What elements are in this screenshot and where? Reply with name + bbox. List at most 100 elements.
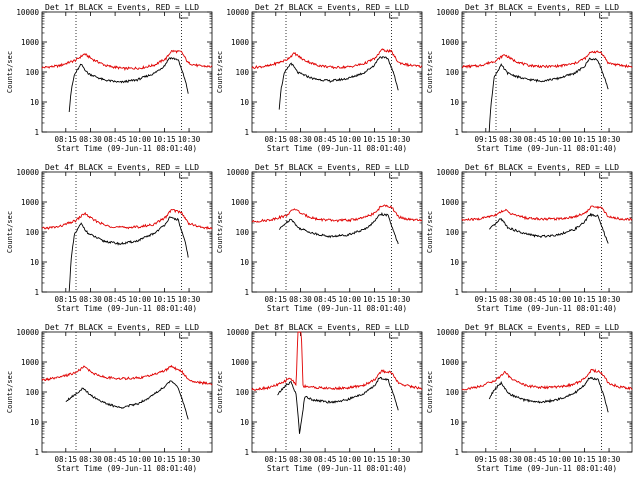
y-tick-label: 1000 bbox=[441, 38, 460, 47]
x-tick-label: 10:15 bbox=[573, 455, 596, 464]
x-tick-label: 10:00 bbox=[338, 455, 361, 464]
y-tick-label: 100 bbox=[25, 228, 39, 237]
y-tick-label: 100 bbox=[25, 388, 39, 397]
lld-series-line bbox=[251, 48, 423, 70]
y-tick-label: 10 bbox=[240, 98, 250, 107]
corner-marker bbox=[599, 333, 609, 339]
corner-marker bbox=[389, 13, 399, 19]
y-axis-label: Counts/sec bbox=[216, 371, 224, 413]
x-tick-label: 08:30 bbox=[289, 295, 312, 304]
x-tick-label: 08:30 bbox=[289, 455, 312, 464]
x-tick-label: 08:45 bbox=[104, 295, 127, 304]
lld-series-line bbox=[461, 205, 633, 222]
chart-panel-5: Det 5f BLACK = Events, RED = LLD 1 10 100 10… bbox=[216, 163, 423, 313]
chart-panel-9: Det 9f BLACK = Events, RED = LLD 1 10 100 10… bbox=[426, 323, 633, 473]
y-tick-label: 100 bbox=[235, 388, 249, 397]
x-tick-label: 08:30 bbox=[289, 135, 312, 144]
x-tick-label: 09:15 bbox=[475, 295, 498, 304]
y-tick-label: 100 bbox=[235, 228, 249, 237]
x-tick-label: 08:30 bbox=[79, 295, 102, 304]
x-tick-label: 10:30 bbox=[598, 135, 621, 144]
y-tick-label: 10000 bbox=[16, 168, 39, 177]
y-axis-label: Counts/sec bbox=[6, 211, 14, 253]
chart-panel-8: Det 8f BLACK = Events, RED = LLD 1 10 100 10… bbox=[216, 323, 423, 473]
x-tick-label: 08:30 bbox=[499, 135, 522, 144]
corner-marker bbox=[179, 333, 189, 339]
x-tick-label: 10:30 bbox=[178, 455, 201, 464]
x-tick-label: 10:00 bbox=[338, 135, 361, 144]
x-tick-label: 09:15 bbox=[475, 455, 498, 464]
y-tick-label: 1 bbox=[244, 128, 249, 137]
panel-title: Det 6f BLACK = Events, RED = LLD bbox=[465, 163, 619, 172]
events-series-line bbox=[65, 380, 189, 420]
chart-panel-2: Det 2f BLACK = Events, RED = LLD 1 10 100 10… bbox=[216, 3, 423, 153]
x-axis-label: Start Time (09-Jun-11 08:01:40) bbox=[267, 304, 407, 313]
chart-panel-6: Det 6f BLACK = Events, RED = LLD 1 10 100 10… bbox=[426, 163, 633, 313]
lld-series-line bbox=[41, 364, 213, 386]
y-tick-label: 1 bbox=[34, 448, 39, 457]
x-tick-label: 10:30 bbox=[388, 295, 411, 304]
x-tick-label: 10:30 bbox=[388, 455, 411, 464]
y-tick-label: 1000 bbox=[441, 358, 460, 367]
x-tick-label: 09:15 bbox=[475, 135, 498, 144]
plot-frame bbox=[461, 171, 633, 293]
y-tick-label: 1000 bbox=[441, 198, 460, 207]
x-tick-label: 10:00 bbox=[338, 295, 361, 304]
x-tick-label: 08:45 bbox=[524, 295, 547, 304]
corner-marker bbox=[389, 173, 399, 179]
y-tick-label: 10000 bbox=[436, 8, 459, 17]
x-tick-label: 08:30 bbox=[499, 295, 522, 304]
corner-marker bbox=[599, 13, 609, 19]
panel-title: Det 9f BLACK = Events, RED = LLD bbox=[465, 323, 619, 332]
events-series-line bbox=[277, 376, 399, 434]
lld-series-line bbox=[41, 208, 213, 230]
panel-title: Det 2f BLACK = Events, RED = LLD bbox=[255, 3, 409, 12]
y-tick-label: 1 bbox=[244, 288, 249, 297]
lld-series-line bbox=[462, 50, 633, 69]
x-tick-label: 10:15 bbox=[153, 455, 176, 464]
panel-title: Det 1f BLACK = Events, RED = LLD bbox=[45, 3, 199, 12]
y-tick-label: 10000 bbox=[436, 168, 459, 177]
y-axis-label: Counts/sec bbox=[6, 51, 14, 93]
events-series-line bbox=[278, 56, 399, 110]
y-tick-label: 100 bbox=[445, 388, 459, 397]
chart-panel-1: Det 1f BLACK = Events, RED = LLD 1 10 100 10… bbox=[6, 3, 213, 153]
plot-frame bbox=[251, 171, 423, 293]
y-axis-label: Counts/sec bbox=[426, 51, 434, 93]
y-tick-label: 1 bbox=[34, 128, 39, 137]
panel-title: Det 8f BLACK = Events, RED = LLD bbox=[255, 323, 409, 332]
y-tick-label: 10 bbox=[30, 418, 40, 427]
y-tick-label: 10 bbox=[30, 258, 40, 267]
x-tick-label: 08:45 bbox=[314, 295, 337, 304]
y-axis-label: Counts/sec bbox=[426, 371, 434, 413]
y-tick-label: 100 bbox=[445, 68, 459, 77]
x-tick-label: 08:30 bbox=[79, 135, 102, 144]
y-tick-label: 1000 bbox=[231, 38, 250, 47]
x-axis-label: Start Time (09-Jun-11 08:01:40) bbox=[477, 304, 617, 313]
y-axis-label: Counts/sec bbox=[216, 211, 224, 253]
events-series-line bbox=[488, 212, 609, 244]
x-axis-label: Start Time (09-Jun-11 08:01:40) bbox=[57, 304, 197, 313]
x-tick-label: 08:45 bbox=[314, 455, 337, 464]
chart-panel-7: Det 7f BLACK = Events, RED = LLD 1 10 100 10… bbox=[6, 323, 213, 473]
x-tick-label: 10:15 bbox=[363, 295, 386, 304]
y-tick-label: 10000 bbox=[436, 328, 459, 337]
y-tick-label: 10 bbox=[240, 258, 250, 267]
y-tick-label: 100 bbox=[235, 68, 249, 77]
y-tick-label: 10000 bbox=[16, 8, 39, 17]
y-tick-label: 1000 bbox=[21, 358, 40, 367]
y-axis-label: Counts/sec bbox=[216, 51, 224, 93]
x-tick-label: 10:15 bbox=[153, 295, 176, 304]
y-tick-label: 10 bbox=[30, 98, 40, 107]
y-tick-label: 1 bbox=[244, 448, 249, 457]
y-tick-label: 1000 bbox=[231, 358, 250, 367]
plot-frame bbox=[41, 331, 213, 453]
y-tick-label: 1 bbox=[454, 288, 459, 297]
x-tick-label: 08:15 bbox=[55, 135, 78, 144]
events-series-line bbox=[278, 212, 399, 245]
plot-frame bbox=[251, 11, 423, 133]
lld-series-line bbox=[251, 331, 423, 391]
x-tick-label: 08:30 bbox=[79, 455, 102, 464]
plot-frame bbox=[41, 171, 213, 293]
